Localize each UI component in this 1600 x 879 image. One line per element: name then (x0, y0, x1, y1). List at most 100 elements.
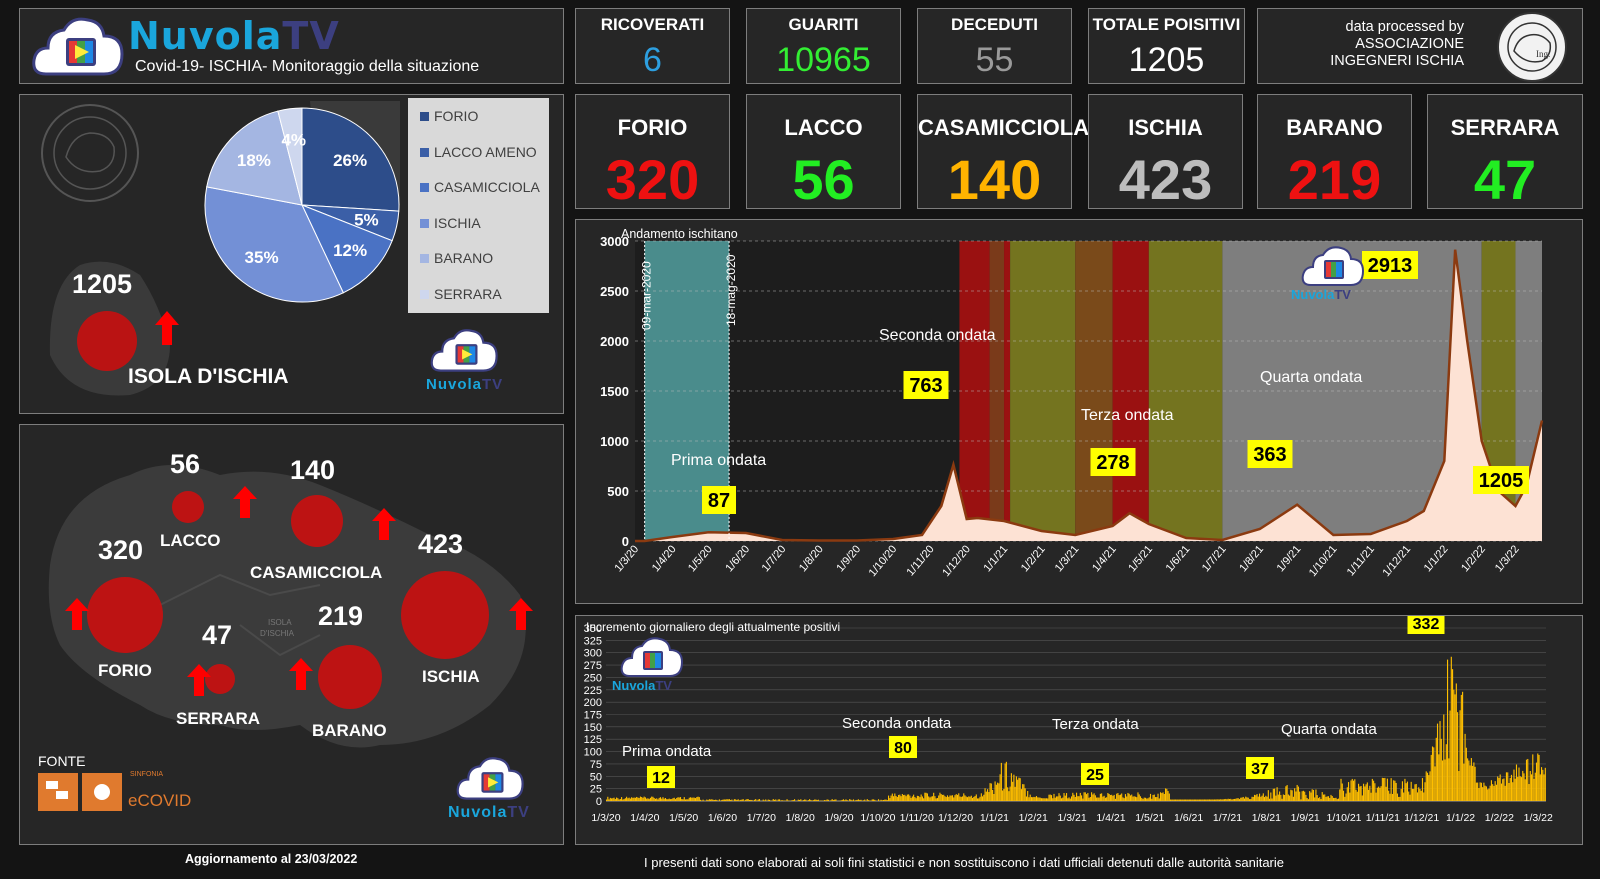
daily-bar (641, 797, 643, 801)
nuvolatv-cloud-icon (456, 757, 524, 800)
daily-bar (918, 796, 920, 801)
daily-bar (909, 795, 911, 801)
daily-bar (895, 795, 897, 801)
daily-bar (702, 799, 704, 801)
update-date: Aggiornamento al 23/03/2022 (185, 852, 358, 866)
daily-bar (1329, 797, 1331, 801)
daily-bar (1047, 798, 1049, 801)
daily-bar (874, 799, 876, 801)
daily-bar (800, 799, 802, 801)
daily-bar (834, 799, 836, 801)
legend-swatch (420, 218, 429, 228)
daily-bar (637, 797, 639, 801)
daily-bar (1008, 791, 1010, 801)
daily-bar (1062, 797, 1064, 801)
daily-bar (1504, 785, 1506, 801)
x-tick-label: 1/5/21 (1126, 543, 1155, 574)
y-tick-label: 150 (584, 722, 602, 734)
map-marker-serrara (205, 664, 235, 694)
island-map: ISOLA D'ISCHIA (48, 465, 526, 748)
daily-bar (1326, 796, 1328, 801)
stat-label: GUARITI (788, 15, 859, 34)
daily-bar (1182, 799, 1184, 801)
daily-bar (1207, 799, 1209, 801)
daily-bar (1472, 765, 1474, 801)
daily-bar (1088, 797, 1090, 801)
daily-bar (1012, 781, 1014, 801)
callout-value: 87 (708, 490, 730, 512)
daily-bar (1448, 758, 1450, 801)
daily-bar (1113, 794, 1115, 801)
area-fill (635, 249, 1542, 541)
daily-bar (778, 799, 781, 801)
daily-bar (681, 799, 683, 801)
pie-slice-forio (301, 107, 400, 212)
map-town-name: LACCO (160, 531, 221, 550)
daily-bar (1534, 772, 1536, 801)
daily-bar (877, 799, 880, 801)
daily-bar (1064, 795, 1066, 801)
x-tick-label: 1/10/21 (1326, 812, 1361, 824)
daily-bar (810, 800, 812, 801)
legend-item: BARANO (420, 250, 493, 266)
daily-bar (646, 798, 648, 801)
daily-bar (683, 797, 685, 801)
daily-bar (671, 798, 673, 801)
daily-bar (1460, 694, 1462, 801)
daily-bar (674, 799, 677, 801)
daily-bar (1181, 799, 1183, 801)
daily-bar (1282, 794, 1284, 801)
daily-bar (649, 797, 651, 801)
daily-bar (1018, 777, 1020, 801)
map-value: 140 (290, 455, 336, 485)
daily-bar (1073, 794, 1075, 801)
daily-bar (1220, 799, 1222, 801)
map-town-name: ISCHIA (422, 667, 480, 686)
daily-bar (1198, 799, 1200, 801)
daily-bar (757, 799, 759, 801)
daily-bar (1040, 798, 1043, 801)
daily-bar (1126, 796, 1128, 801)
daily-bar (636, 796, 638, 801)
daily-bar (852, 799, 855, 801)
pie-label: 5% (354, 210, 379, 229)
daily-bar (915, 798, 917, 801)
daily-bar (1038, 797, 1040, 801)
daily-bar (628, 797, 630, 801)
stat-label: DECEDUTI (951, 15, 1038, 34)
daily-bar (1449, 710, 1451, 801)
peak-callout (1081, 763, 1109, 785)
y-tick-label: 250 (584, 672, 602, 684)
stat-box-deceduti: DECEDUTI 55 (917, 8, 1072, 84)
x-tick-label: 1/7/20 (747, 812, 776, 824)
daily-bar (775, 799, 777, 801)
daily-bar (698, 797, 700, 801)
daily-bar (1101, 793, 1103, 801)
daily-bar (830, 800, 832, 801)
wave-label: Terza ondata (1081, 407, 1174, 424)
daily-bar (1138, 794, 1140, 801)
town-label: LACCO (784, 115, 863, 140)
daily-bar (1186, 799, 1188, 801)
daily-bar (866, 799, 868, 801)
daily-bar (644, 797, 646, 801)
daily-bar (607, 796, 609, 801)
legend-swatch (420, 147, 429, 157)
daily-bar (1127, 792, 1129, 801)
daily-bar (1045, 798, 1048, 801)
daily-bar (1403, 792, 1405, 801)
map-value: 56 (170, 449, 201, 479)
daily-bar (1484, 785, 1486, 801)
map-value: 219 (318, 601, 364, 631)
daily-bar (1513, 769, 1515, 801)
daily-bar (929, 797, 931, 801)
daily-bar (1269, 798, 1271, 801)
daily-bar (893, 796, 895, 801)
daily-bar (1032, 797, 1034, 801)
daily-bar (791, 800, 793, 801)
daily-bar (710, 799, 712, 801)
daily-bar (1444, 759, 1446, 801)
daily-bar (1352, 780, 1355, 801)
daily-bar (700, 799, 702, 801)
daily-bar (1248, 799, 1251, 801)
